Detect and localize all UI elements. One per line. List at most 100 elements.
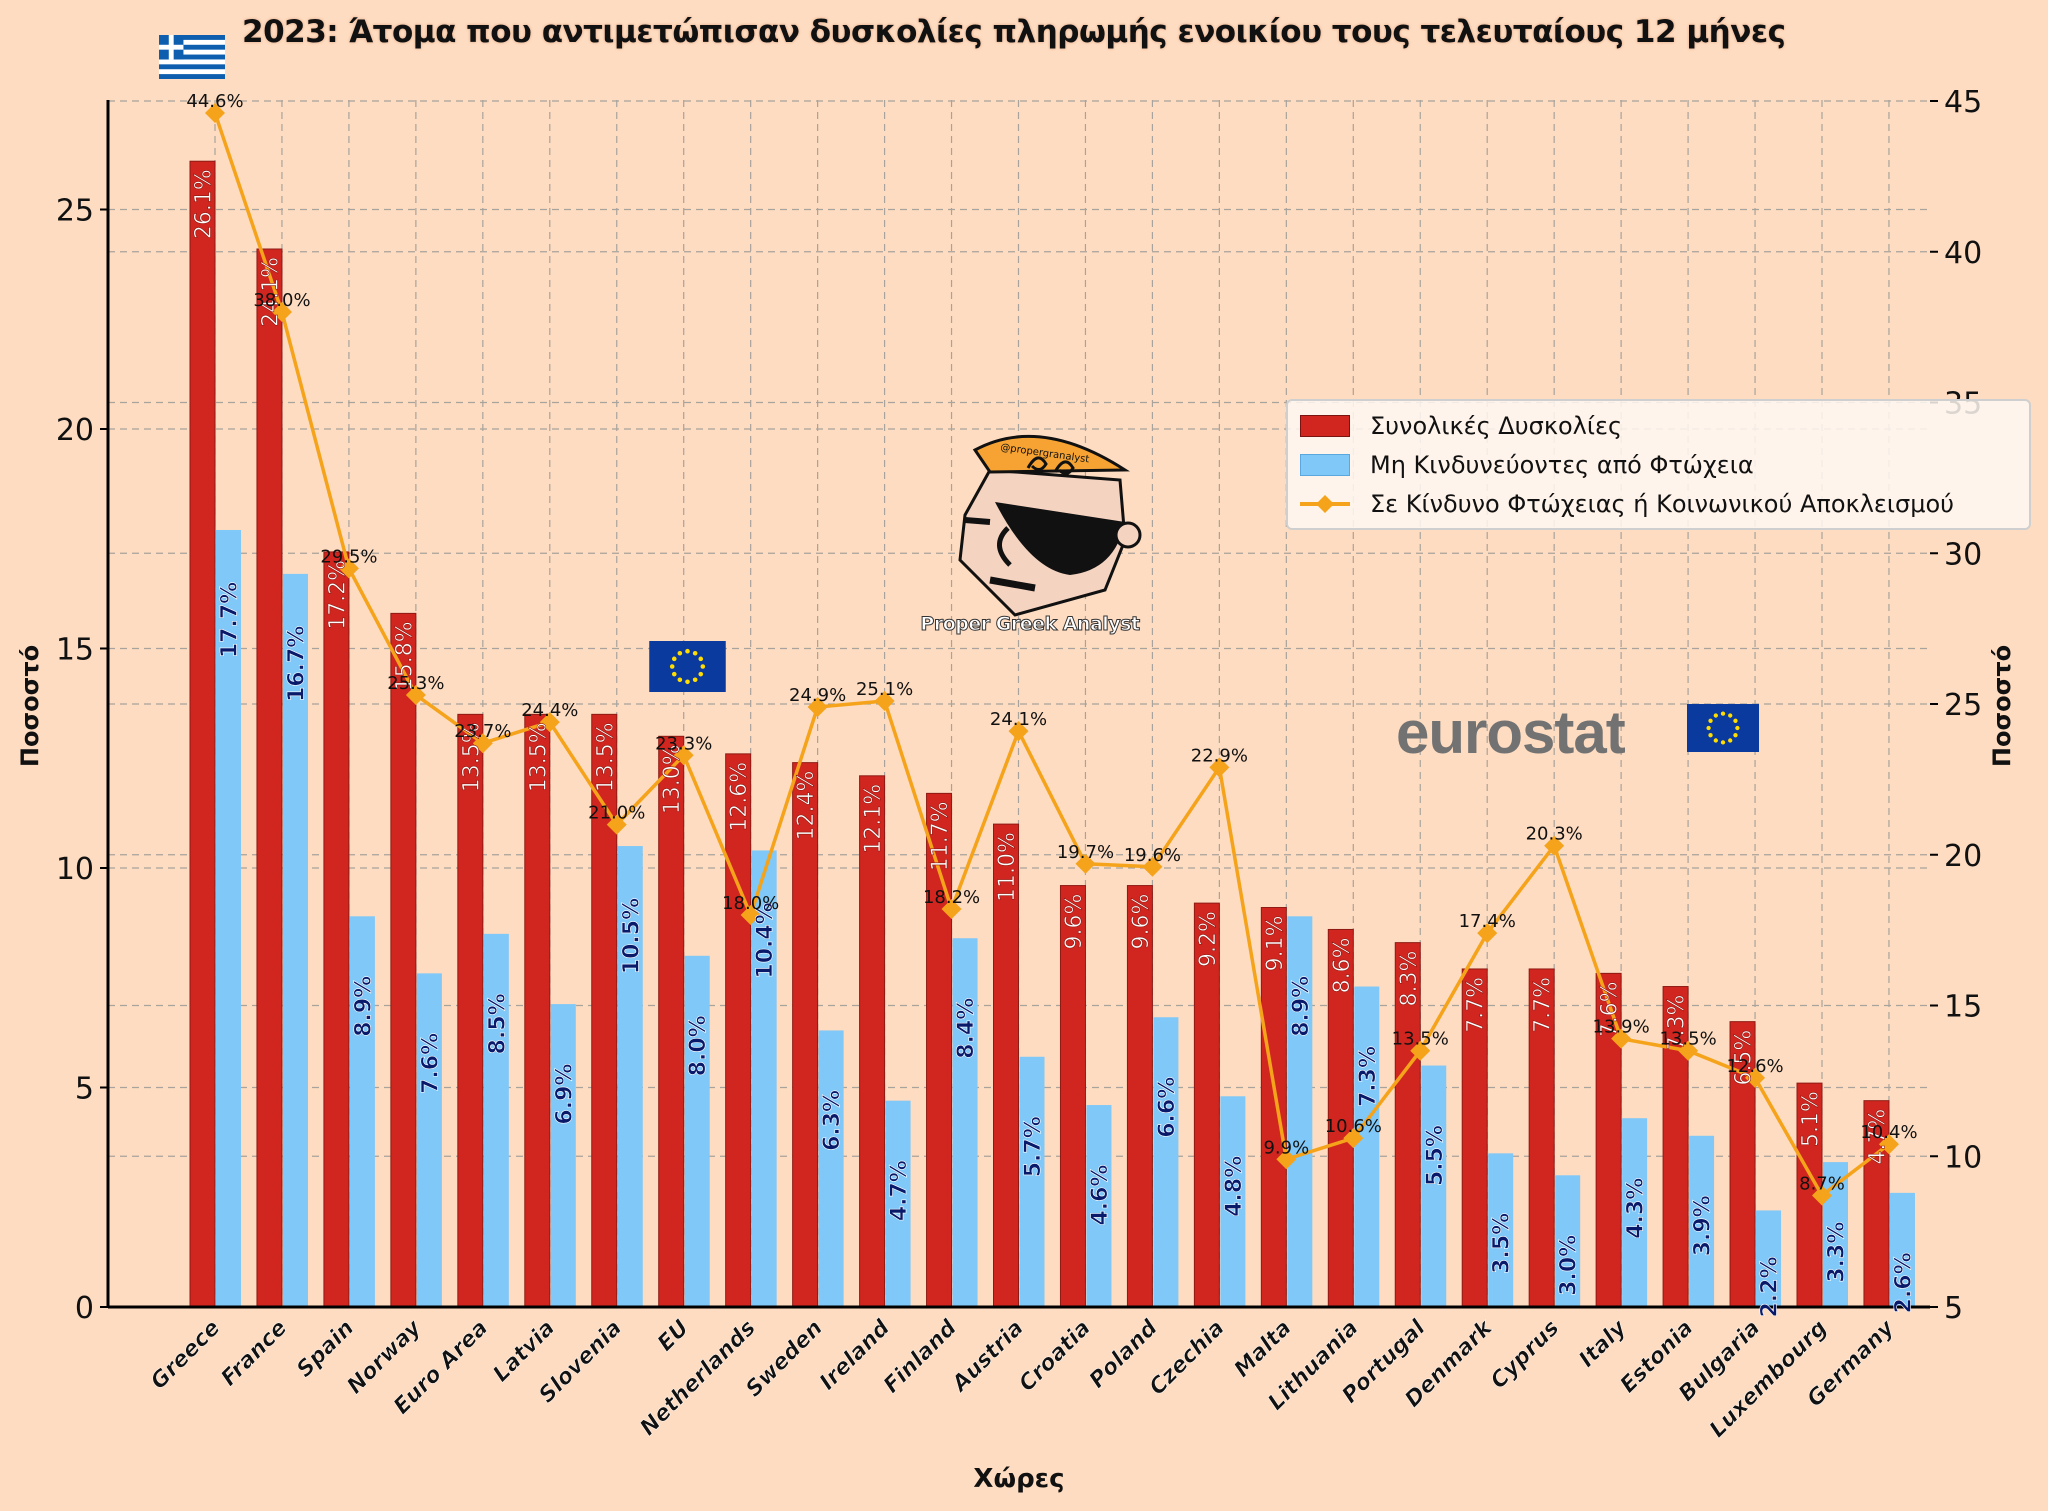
bar-total-label: 26.1% — [192, 169, 217, 239]
bar-not-at-risk — [1354, 986, 1380, 1307]
legend-label: Μη Κινδυνεύοντες από Φτώχεια — [1370, 451, 1754, 479]
risk-label: 21.0% — [588, 803, 645, 824]
bar-not-at-risk — [1622, 1118, 1648, 1307]
bar-not-at-risk-label: 10.4% — [753, 902, 778, 978]
risk-label: 17.4% — [1459, 911, 1516, 932]
bar-total-label: 8.6% — [1330, 937, 1355, 993]
bar-total-label: 6.5% — [1732, 1030, 1757, 1086]
bar-total — [926, 792, 953, 1308]
bar-not-at-risk-label: 3.3% — [1825, 1222, 1850, 1283]
bar-total-label: 11.0% — [995, 832, 1020, 902]
risk-marker — [606, 814, 627, 835]
bar-total-label: 9.2% — [1196, 911, 1221, 967]
y-tick-label-right: 30 — [1944, 537, 1982, 572]
risk-label: 25.3% — [387, 673, 444, 694]
bar-total — [1059, 885, 1086, 1308]
risk-marker — [941, 899, 962, 920]
bar-not-at-risk — [1756, 1210, 1782, 1307]
risk-label: 13.5% — [1659, 1029, 1716, 1050]
bar-total-label: 11.7% — [928, 801, 953, 871]
eu-star — [1720, 740, 1726, 745]
risk-label: 38.0% — [253, 290, 310, 311]
bar-not-at-risk — [216, 529, 241, 1307]
eu-star — [677, 650, 683, 656]
legend-label: Σε Κίνδυνο Φτώχειας ή Κοινωνικού Αποκλει… — [1370, 490, 1955, 518]
bar-total — [1461, 968, 1488, 1308]
bar-not-at-risk — [1086, 1105, 1112, 1307]
risk-label: 19.6% — [1124, 845, 1181, 866]
risk-label: 24.9% — [789, 685, 846, 706]
risk-marker — [1678, 1040, 1699, 1061]
legend-line-diamond-icon — [1300, 495, 1350, 513]
risk-label: 24.4% — [521, 700, 578, 721]
bar-total — [1126, 885, 1153, 1308]
risk-label: 12.6% — [1726, 1056, 1783, 1077]
y-tick-label-right: 10 — [1944, 1140, 1982, 1175]
bar-not-at-risk — [885, 1100, 911, 1307]
bar-total-label: 12.4% — [794, 771, 819, 841]
bar-not-at-risk — [416, 973, 442, 1307]
risk-label: 9.9% — [1263, 1137, 1309, 1158]
eu-star — [700, 664, 706, 669]
x-tick-label: Malta — [1230, 1316, 1297, 1383]
bar-total — [1394, 942, 1421, 1308]
bar-not-at-risk — [818, 1030, 844, 1307]
risk-label: 18.2% — [923, 887, 980, 908]
bar-not-at-risk — [349, 916, 375, 1307]
y-tick-label-right: 25 — [1944, 688, 1982, 723]
bar-total-label: 13.5% — [526, 722, 551, 792]
x-tick-label: Italy — [1574, 1314, 1632, 1372]
risk-marker — [1745, 1067, 1766, 1088]
y-tick-label-right: 40 — [1944, 236, 1982, 271]
bar-not-at-risk-label: 8.9% — [351, 976, 376, 1037]
risk-label: 13.9% — [1593, 1017, 1650, 1038]
bar-not-at-risk — [1220, 1096, 1246, 1307]
risk-marker — [1611, 1028, 1632, 1049]
eu-star — [1713, 738, 1718, 743]
eu-star — [1720, 711, 1726, 716]
eu-star — [1728, 713, 1733, 718]
bar-not-at-risk-label: 3.0% — [1557, 1235, 1582, 1296]
bar-not-at-risk-label: 3.9% — [1691, 1195, 1716, 1256]
bar-total-label: 24.1% — [258, 257, 283, 327]
bar-not-at-risk-label: 8.0% — [686, 1015, 711, 1076]
risk-marker — [1477, 923, 1498, 944]
x-tick-label: Spain — [292, 1316, 359, 1383]
eurostat-watermark: eurostat — [1396, 699, 1626, 766]
bar-total-label: 9.1% — [1263, 916, 1288, 972]
x-tick-label: Luxembourg — [1705, 1316, 1832, 1443]
risk-marker — [673, 745, 694, 766]
bar-not-at-risk-label: 4.3% — [1624, 1178, 1649, 1239]
bar-total — [524, 713, 551, 1308]
bar-total-label: 13.5% — [593, 722, 618, 792]
legend-label: Συνολικές Δυσκολίες — [1370, 412, 1623, 440]
y-tick-label-left: 10 — [56, 852, 94, 887]
eu-star — [1708, 733, 1713, 738]
eu-star — [1708, 718, 1713, 723]
bar-not-at-risk-label: 3.5% — [1490, 1213, 1515, 1274]
bar-not-at-risk-label: 7.6% — [418, 1033, 443, 1094]
eu-star — [685, 679, 690, 685]
bar-not-at-risk-label: 2.6% — [1891, 1252, 1916, 1313]
risk-label: 10.4% — [1860, 1122, 1917, 1143]
bar-total — [323, 551, 350, 1308]
legend-item-at-risk: Σε Κίνδυνο Φτώχειας ή Κοινωνικού Αποκλει… — [1300, 487, 1954, 521]
bar-not-at-risk — [1287, 916, 1313, 1307]
risk-label: 25.1% — [856, 679, 913, 700]
risk-marker — [205, 103, 225, 124]
risk-label: 20.3% — [1526, 824, 1583, 845]
risk-label: 24.1% — [990, 709, 1047, 730]
bar-not-at-risk-label: 4.6% — [1088, 1165, 1113, 1226]
bar-total-label: 7.3% — [1665, 995, 1690, 1051]
bar-not-at-risk — [1421, 1065, 1447, 1307]
risk-marker — [1008, 721, 1029, 742]
bar-not-at-risk-label: 16.7% — [284, 626, 309, 702]
bar-total-label: 5.1% — [1799, 1091, 1824, 1147]
x-tick-label: Cyprus — [1486, 1316, 1564, 1394]
bar-not-at-risk-label: 7.3% — [1356, 1046, 1381, 1107]
risk-marker — [338, 558, 359, 579]
x-axis-title: Χώρες — [973, 1464, 1064, 1494]
bar-total — [725, 753, 752, 1308]
bar-total — [1327, 928, 1354, 1308]
bar-total — [189, 160, 216, 1308]
